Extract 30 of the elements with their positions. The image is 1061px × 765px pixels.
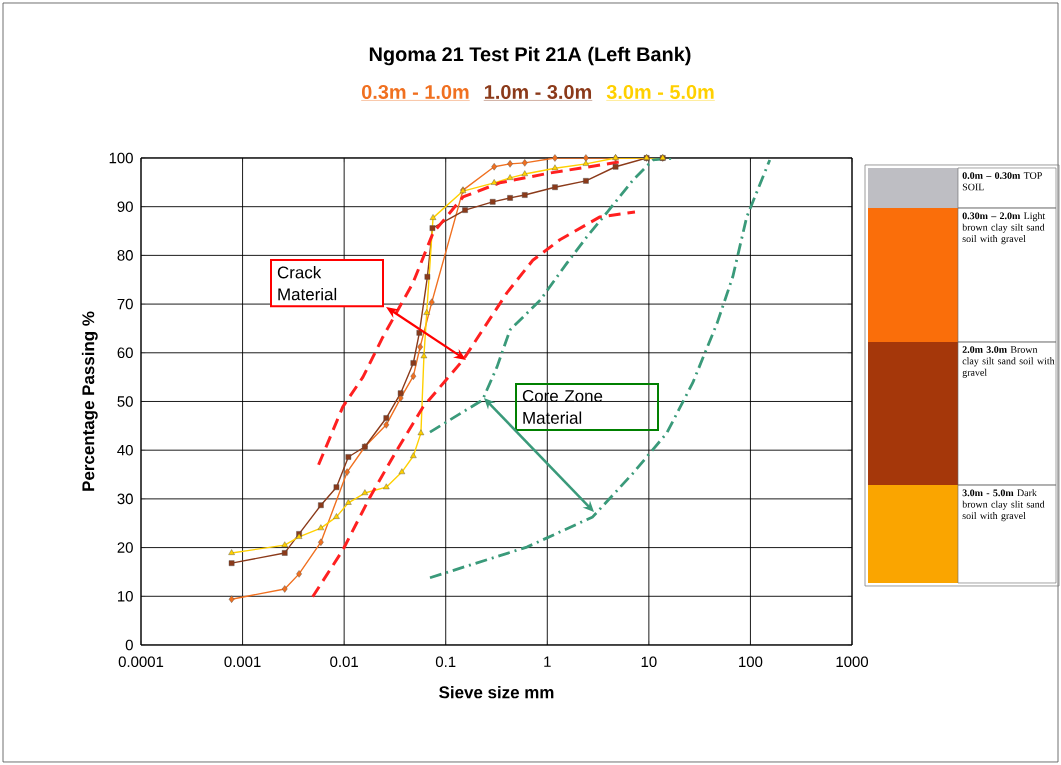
annotation: Crack Material <box>277 265 337 301</box>
x-tick-label: 1000 <box>836 656 869 668</box>
y-axis-title: Percentage Passing % <box>81 311 98 491</box>
y-tick-label: 30 <box>117 493 133 505</box>
text: 2.0m 3.0m Brown clay silt sand soil with gravel <box>962 346 1055 378</box>
y-tick-label: 0 <box>125 639 133 651</box>
x-tick-label: 100 <box>739 656 763 668</box>
x-tick-label: 0.0001 <box>118 656 164 668</box>
y-tick-label: 80 <box>117 250 133 261</box>
x-tick-label: 0.001 <box>224 656 261 668</box>
text: 0.3m - 1.0m <box>361 84 469 100</box>
y-tick-label: 100 <box>109 152 133 164</box>
x-axis-title: Sieve size mm <box>439 685 554 699</box>
x-tick-label: 1 <box>544 656 551 667</box>
text: 3.0m - 5.0m <box>606 84 714 100</box>
y-tick-label: 10 <box>118 590 133 602</box>
text: 0.0m – 0.30m TOP SOIL <box>962 172 1042 191</box>
x-tick-label: 0.01 <box>330 656 358 668</box>
y-tick-label: 50 <box>117 396 133 407</box>
text: 3.0m - 5.0m Dark brown clay slit sand soil with gravel <box>962 489 1045 522</box>
chart-title: Ngoma 21 Test Pit 21A (Left Bank) <box>369 46 691 66</box>
y-tick-label: 20 <box>117 542 133 553</box>
y-tick-label: 60 <box>117 347 133 359</box>
y-tick-label: 70 <box>117 298 133 310</box>
y-tick-label: 90 <box>117 201 133 212</box>
x-tick-label: 0.1 <box>435 656 456 668</box>
y-tick-label: 40 <box>117 444 133 456</box>
x-tick-label: 10 <box>641 656 657 668</box>
text: 1.0m - 3.0m <box>484 84 592 100</box>
text: 0.30m – 2.0m Light brown clay silt sand soil with gravel <box>962 212 1046 245</box>
